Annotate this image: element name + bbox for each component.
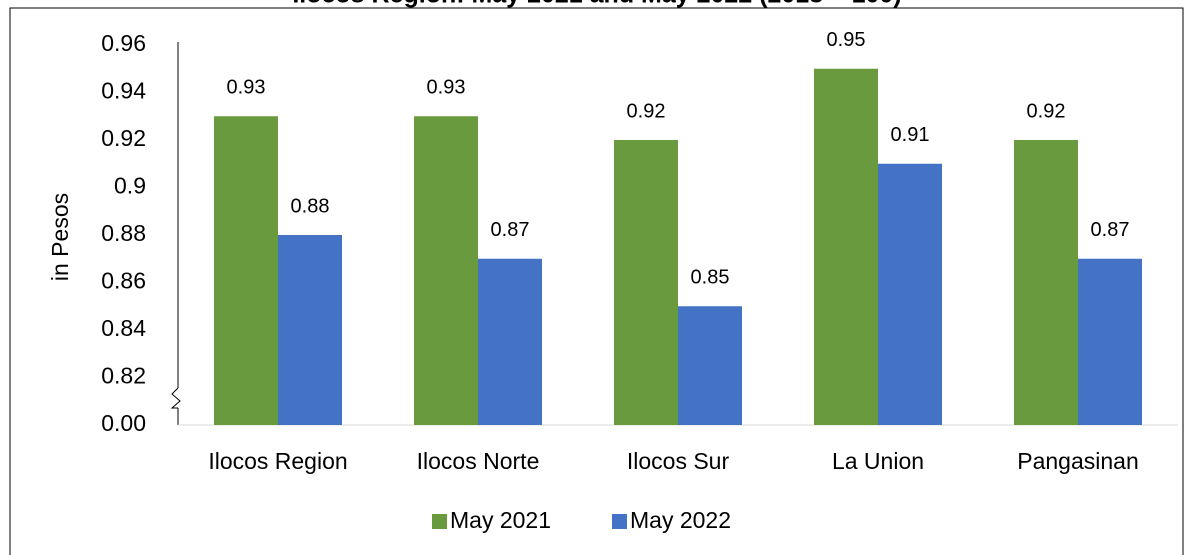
bar (278, 235, 342, 425)
bar (614, 140, 678, 425)
x-tick-label: Pangasinan (1017, 448, 1139, 474)
bar (214, 116, 278, 425)
data-label: 0.92 (627, 100, 666, 122)
y-tick-label: 0.82 (101, 363, 146, 389)
bar (878, 163, 942, 425)
data-label: 0.93 (227, 77, 266, 99)
data-label: 0.87 (1091, 219, 1130, 241)
y-axis-label: in Pesos (47, 193, 73, 281)
chart-title: Ilocos Region: May 2021 and May 2022 (20… (292, 0, 901, 9)
y-tick-label: 0.96 (101, 30, 146, 56)
axis-break (170, 387, 181, 409)
bar (814, 68, 878, 425)
bar (678, 306, 742, 425)
y-tick-label: 0.84 (101, 315, 146, 341)
x-tick-label: La Union (832, 448, 924, 474)
y-tick-label: 0.9 (114, 173, 146, 199)
bar (1078, 258, 1142, 425)
data-label: 0.93 (427, 77, 466, 99)
legend-label: May 2022 (630, 507, 731, 533)
x-tick-label: Ilocos Sur (627, 448, 730, 474)
y-tick-label: 0.86 (101, 268, 146, 294)
data-label: 0.88 (291, 195, 330, 217)
data-label: 0.92 (1027, 100, 1066, 122)
legend-label: May 2021 (450, 507, 551, 533)
data-label: 0.87 (491, 219, 530, 241)
x-tick-label: Ilocos Norte (417, 448, 540, 474)
y-tick-label: 0.94 (101, 78, 146, 104)
legend-swatch (432, 514, 447, 529)
legend-swatch (612, 514, 627, 529)
y-tick-label: 0.00 (101, 410, 146, 436)
data-label: 0.85 (691, 267, 730, 289)
bar (414, 116, 478, 425)
y-tick-label: 0.92 (101, 125, 146, 151)
y-tick-label: 0.88 (101, 220, 146, 246)
data-label: 0.91 (891, 124, 930, 146)
x-tick-label: Ilocos Region (208, 448, 347, 474)
bar (478, 258, 542, 425)
bar (1014, 140, 1078, 425)
chart-border (9, 7, 1184, 555)
data-label: 0.95 (827, 29, 866, 51)
